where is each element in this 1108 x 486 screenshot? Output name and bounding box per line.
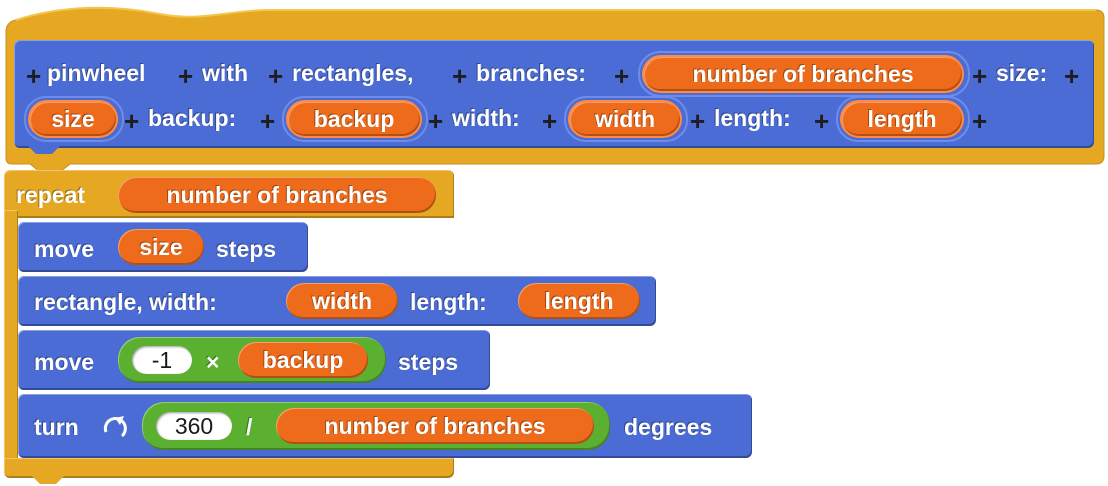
turn-clockwise-icon <box>103 416 127 438</box>
add-input-plus[interactable]: + <box>814 106 830 136</box>
param-width[interactable]: width <box>568 100 682 138</box>
number-input-negative-one[interactable]: -1 <box>132 346 192 374</box>
add-input-plus[interactable]: + <box>972 106 988 136</box>
add-input-plus[interactable]: + <box>452 61 468 91</box>
repeat-side-arm <box>4 210 18 465</box>
repeat-bottom-arm <box>4 458 454 478</box>
prototype-notch <box>14 146 74 154</box>
steps-label: steps <box>398 349 459 375</box>
block-word-pinwheel: pinwheel <box>47 60 146 86</box>
length-variable[interactable]: length <box>518 283 640 319</box>
block-word-backup: backup: <box>148 105 237 131</box>
divide-sign: / <box>246 414 253 440</box>
add-input-plus[interactable]: + <box>260 106 276 136</box>
block-word-rectangles: rectangles, <box>292 60 414 86</box>
param-ring <box>836 96 970 142</box>
param-ring <box>282 96 428 142</box>
multiply-sign: × <box>206 349 220 375</box>
backup-variable[interactable]: backup <box>238 342 368 378</box>
number-input-360[interactable]: 360 <box>156 412 232 440</box>
repeat-count-variable[interactable]: number of branches <box>118 177 436 213</box>
block-word-branches: branches: <box>476 60 586 86</box>
param-number-of-branches[interactable]: number of branches <box>642 55 964 93</box>
degrees-label: degrees <box>624 414 713 440</box>
add-input-plus[interactable]: + <box>26 61 42 91</box>
add-input-plus[interactable]: + <box>542 106 558 136</box>
block-word-length: length: <box>714 105 791 131</box>
block-word-with: with <box>202 60 248 86</box>
param-ring <box>638 51 970 97</box>
param-ring <box>24 96 124 142</box>
add-input-plus[interactable]: + <box>1064 61 1080 91</box>
add-input-plus[interactable]: + <box>428 106 444 136</box>
param-length[interactable]: length <box>840 100 964 138</box>
add-input-plus[interactable]: + <box>690 106 706 136</box>
turn-label: turn <box>34 414 79 440</box>
add-input-plus[interactable]: + <box>178 61 194 91</box>
param-size[interactable]: size <box>28 100 118 138</box>
move-label: move <box>34 349 95 375</box>
move-label: move <box>34 236 95 262</box>
add-input-plus[interactable]: + <box>124 106 140 136</box>
block-word-width: width: <box>452 105 520 131</box>
rectangle-width-label: rectangle, width: <box>34 289 217 315</box>
number-of-branches-variable[interactable]: number of branches <box>276 408 594 444</box>
repeat-label: repeat <box>16 182 86 208</box>
size-variable[interactable]: size <box>118 229 204 265</box>
add-input-plus[interactable]: + <box>268 61 284 91</box>
add-input-plus[interactable]: + <box>614 61 630 91</box>
width-variable[interactable]: width <box>286 283 398 319</box>
param-backup[interactable]: backup <box>286 100 422 138</box>
length-label: length: <box>410 289 487 315</box>
add-input-plus[interactable]: + <box>972 61 988 91</box>
steps-label: steps <box>216 236 277 262</box>
block-word-size: size: <box>996 60 1048 86</box>
param-ring <box>564 96 688 142</box>
repeat-notch <box>18 476 78 484</box>
